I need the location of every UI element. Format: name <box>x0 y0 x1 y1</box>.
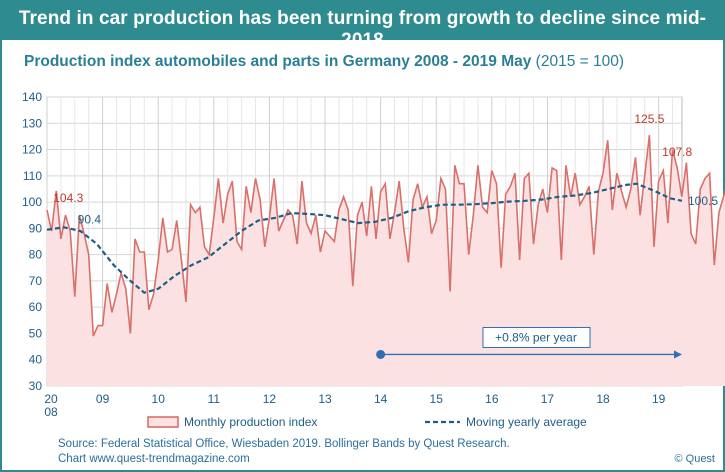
y-tick-label: 120 <box>22 143 42 157</box>
x-tick-label: 19 <box>652 392 666 406</box>
x-tick-label: 10 <box>152 392 166 406</box>
peak-value-label: 125.5 <box>634 112 664 126</box>
y-tick-label: 70 <box>29 274 43 288</box>
legend-monthly-label: Monthly production index <box>184 415 317 429</box>
average-end-label: 100.5 <box>688 194 718 208</box>
peak-value-label: 107.8 <box>662 145 692 159</box>
x-tick-label: 13 <box>318 392 332 406</box>
x-tick-label: 17 <box>541 392 555 406</box>
y-tick-label: 110 <box>23 169 42 183</box>
x-tick-label: 14 <box>374 392 388 406</box>
chart-base-note: (2015 = 100) <box>535 53 625 70</box>
trend-label: +0.8% per year <box>495 330 577 344</box>
footer-url: Chart www.quest-trendmagazine.com <box>58 453 250 465</box>
y-tick-label: 100 <box>22 195 42 209</box>
y-tick-label: 60 <box>29 300 43 314</box>
x-tick-label: 09 <box>96 392 110 406</box>
x-tick-label: 12 <box>263 392 277 406</box>
y-tick-label: 40 <box>29 353 43 367</box>
legend-average-label: Moving yearly average <box>466 415 587 429</box>
trend-label-box <box>482 326 591 348</box>
x-tick-label: 11 <box>208 392 221 406</box>
banner-title: Trend in car production has been turning… <box>18 8 707 51</box>
y-tick-label: 50 <box>29 326 43 340</box>
trend-arrow-head <box>674 350 682 359</box>
x-tick-label: 18 <box>596 392 610 406</box>
x-tick-label: 20 <box>44 392 58 406</box>
chart-title-text: Production index automobiles and parts i… <box>24 53 532 70</box>
y-tick-label: 90 <box>29 221 43 235</box>
y-tick-label: 80 <box>29 248 43 262</box>
peak-value-label: 104.3 <box>53 191 83 205</box>
y-tick-label: 130 <box>22 116 42 130</box>
y-tick-label: 140 <box>22 90 42 104</box>
title-banner: Trend in car production has been turning… <box>2 2 723 51</box>
legend-monthly-swatch <box>147 416 179 428</box>
monthly-production-line <box>46 135 725 337</box>
average-value-label: 90.4 <box>78 212 102 226</box>
moving-average-line <box>46 182 683 294</box>
y-tick-label: 30 <box>29 379 43 393</box>
footer-copyright: © Quest <box>674 453 715 465</box>
x-tick-label: 15 <box>430 392 444 406</box>
x-tick-label: 16 <box>485 392 499 406</box>
chart-title: Production index automobiles and parts i… <box>24 53 624 71</box>
footer-source: Source: Federal Statistical Office, Wies… <box>58 438 510 450</box>
x-tick-label: 08 <box>44 405 58 419</box>
